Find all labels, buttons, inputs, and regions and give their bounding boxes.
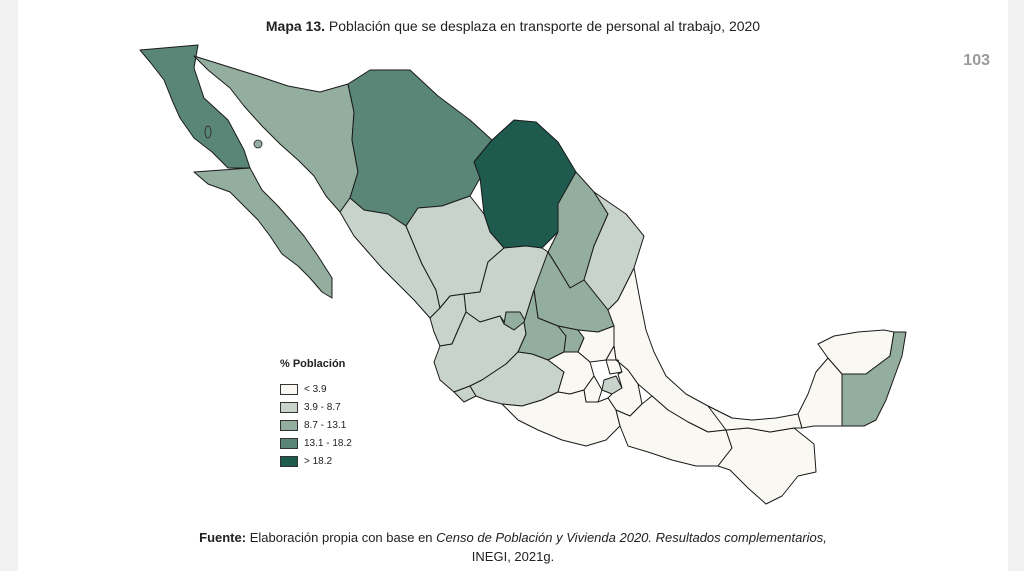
state-region bbox=[717, 427, 817, 505]
map-title: Mapa 13. Población que se desplaza en tr… bbox=[18, 18, 1008, 34]
legend-label: > 18.2 bbox=[304, 455, 333, 467]
legend-label: < 3.9 bbox=[304, 383, 327, 395]
state-region bbox=[139, 44, 251, 169]
legend-item: < 3.9 bbox=[280, 380, 410, 398]
state-region bbox=[797, 357, 843, 429]
source-note: Fuente: Elaboración propia con base en C… bbox=[18, 528, 1008, 566]
legend-label: 3.9 - 8.7 bbox=[304, 401, 341, 413]
legend-label: 8.7 - 13.1 bbox=[304, 419, 347, 431]
legend-swatch bbox=[280, 437, 298, 449]
legend-item: 3.9 - 8.7 bbox=[280, 398, 410, 416]
legend-item: 13.1 - 18.2 bbox=[280, 434, 410, 452]
state-region bbox=[841, 331, 907, 427]
source-text: Elaboración propia con base en bbox=[246, 530, 437, 545]
source-publisher: INEGI, 2021g. bbox=[471, 549, 555, 564]
state-region bbox=[193, 167, 333, 299]
map-legend: % Población < 3.9 3.9 - 8.7 8.7 - 13.1 1… bbox=[280, 358, 410, 470]
legend-item: 8.7 - 13.1 bbox=[280, 416, 410, 434]
mexico-choropleth-map bbox=[139, 44, 907, 505]
report-page: Mapa 13. Población que se desplaza en tr… bbox=[18, 0, 1008, 571]
map-title-number: Mapa 13. bbox=[265, 18, 326, 34]
legend-swatch bbox=[280, 383, 298, 395]
map-title-text: Población que se desplaza en transporte … bbox=[325, 18, 761, 34]
legend-swatch bbox=[280, 401, 298, 413]
state-region bbox=[501, 389, 621, 447]
legend-label: 13.1 - 18.2 bbox=[304, 437, 352, 449]
legend-swatch bbox=[280, 419, 298, 431]
source-publication: Censo de Población y Vivienda 2020. Resu… bbox=[436, 530, 827, 545]
page-number: 103 bbox=[963, 52, 990, 69]
legend-item: > 18.2 bbox=[280, 452, 410, 470]
source-label: Fuente: bbox=[199, 530, 247, 545]
legend-swatch bbox=[280, 455, 298, 467]
legend-title: % Población bbox=[280, 358, 346, 370]
